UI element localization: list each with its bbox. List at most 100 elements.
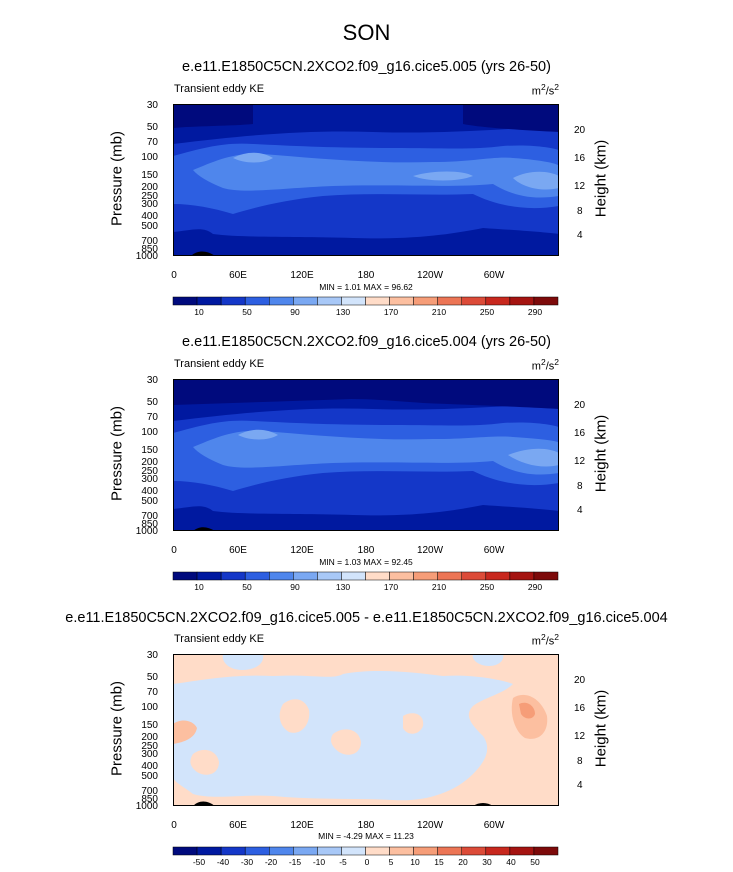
panel-2-colorbar-label: 170	[383, 582, 399, 592]
colorbar-swatch	[341, 571, 366, 581]
colorbar-swatch	[485, 571, 511, 581]
panel-1-colorbar-label: 130	[335, 307, 351, 317]
panel-1-frame	[173, 104, 559, 256]
panel-3-ytick: 300	[141, 749, 158, 760]
panel-1-colorbar	[172, 296, 559, 306]
colorbar-swatch	[389, 846, 414, 856]
panel-1-min-max: MIN = 1.01 MAX = 96.62	[319, 282, 413, 292]
panel-2-units: m2/s2	[531, 357, 559, 373]
panel-1-colorbar-label: 290	[527, 307, 543, 317]
panel-2-ytick: 1000	[135, 526, 158, 537]
panel-1-xtick: 60E	[229, 270, 247, 281]
colorbar-swatch	[413, 296, 438, 306]
panel-1-xtick: 120E	[290, 270, 314, 281]
panel-1-ytick: 70	[146, 137, 158, 148]
panel-2-ytick: 400	[141, 486, 158, 497]
colorbar-swatch	[437, 571, 463, 581]
panel-3-colorbar-label: -10	[312, 857, 326, 867]
panel-3-frame	[173, 654, 559, 806]
panel-3-negative-blob-1	[222, 654, 264, 670]
colorbar-swatch	[244, 296, 270, 306]
panel-3-ytick: 700	[141, 786, 158, 797]
panel-1-ytick: 50	[146, 122, 158, 133]
panel-3-units: m2/s2	[531, 632, 559, 648]
panel-1-surface-terrain	[191, 251, 215, 256]
panel-3-positive-patch-1	[279, 699, 424, 755]
panel-3-colorbar-label: -50	[192, 857, 206, 867]
panel-2-colorbar-label: 10	[194, 582, 204, 592]
panel-1-jet-max-1	[233, 152, 559, 190]
colorbar-swatch	[293, 846, 318, 856]
panel-1-ytick: 300	[141, 199, 158, 210]
panel-2-jet-core	[193, 430, 559, 475]
panel-2-colorbar-label: 90	[290, 582, 300, 592]
panel-1-colorbar-label: 170	[383, 307, 399, 317]
panel-1-height-tick: 12	[574, 181, 586, 192]
panel-2-colorbar-label: 290	[527, 582, 543, 592]
colorbar-swatch	[269, 846, 294, 856]
colorbar-swatch	[172, 571, 198, 581]
panel-1-surface-dark	[173, 228, 559, 256]
colorbar-swatch	[485, 846, 511, 856]
panel-1-colorbar-label: 90	[290, 307, 300, 317]
colorbar-swatch	[533, 846, 559, 856]
colorbar-swatch	[485, 296, 511, 306]
colorbar-swatch	[365, 296, 390, 306]
colorbar-swatch	[269, 571, 294, 581]
panel-3-colorbar-label: 5	[388, 857, 394, 867]
panel-1-y2label: Height (km)	[592, 139, 610, 218]
panel-2-height-tick: 20	[574, 400, 586, 411]
panel-3-ytick: 500	[141, 771, 158, 782]
panel-2-ytick: 700	[141, 511, 158, 522]
colorbar-swatch	[293, 571, 318, 581]
panel-3-ytick: 70	[146, 687, 158, 698]
panel-3-height-tick: 4	[577, 780, 583, 791]
panel-3-colorbar-label: -40	[216, 857, 230, 867]
panel-2-ytick: 850	[141, 519, 158, 530]
panel-3-ytick: 150	[141, 720, 158, 731]
panel-1-xtick: 60W	[483, 270, 505, 281]
panel-3-positive-left	[173, 720, 197, 744]
panel-2-surface-dark	[173, 505, 559, 531]
panel-3-ytick: 50	[146, 672, 158, 683]
panel-3-xtick: 180	[357, 820, 375, 831]
colorbar-swatch	[413, 846, 438, 856]
panel-2-height-tick: 16	[574, 428, 586, 439]
panel-3-xtick: 120E	[290, 820, 314, 831]
panel-1-top-dark	[173, 104, 559, 132]
panel-3-ytick: 200	[141, 732, 158, 743]
panel-3-xtick: 60E	[229, 820, 247, 831]
panel-3-xtick: 0	[171, 820, 177, 831]
colorbar-swatch	[365, 571, 390, 581]
colorbar-swatch	[461, 571, 487, 581]
panel-3-colorbar-label: 15	[434, 857, 444, 867]
panel-2-xtick: 120W	[416, 545, 444, 556]
panel-3-colorbar-label: -15	[288, 857, 302, 867]
panel-2-ytick: 150	[141, 445, 158, 456]
panel-2-ytick: 30	[146, 375, 158, 386]
colorbar-swatch	[196, 296, 222, 306]
panel-2-ytick: 100	[141, 427, 158, 438]
colorbar-swatch	[533, 296, 559, 306]
panel-2-colorbar-label: 250	[479, 582, 495, 592]
panel-3-height-tick: 20	[574, 675, 586, 686]
panel-1-ytick: 200	[141, 182, 158, 193]
colorbar-swatch	[365, 846, 390, 856]
colorbar-swatch	[220, 846, 246, 856]
panel-3-y2label: Height (km)	[592, 689, 610, 768]
panel-2-top-dark	[173, 379, 559, 409]
colorbar-swatch	[172, 296, 198, 306]
panel-3-positive-right-core	[519, 702, 535, 719]
panel-2-ytick: 50	[146, 397, 158, 408]
colorbar-swatch	[413, 571, 438, 581]
colorbar-swatch	[341, 296, 366, 306]
panel-1-ytick: 1000	[135, 251, 158, 262]
page-title: SON	[342, 20, 391, 45]
panel-2-plot	[173, 379, 559, 531]
panel-3-colorbar-label: -5	[339, 857, 347, 867]
colorbar-swatch	[293, 296, 318, 306]
colorbar-swatch	[461, 846, 487, 856]
panel-2-ytick: 200	[141, 457, 158, 468]
colorbar-swatch	[461, 296, 487, 306]
panel-2-colorbar-label: 210	[431, 582, 447, 592]
